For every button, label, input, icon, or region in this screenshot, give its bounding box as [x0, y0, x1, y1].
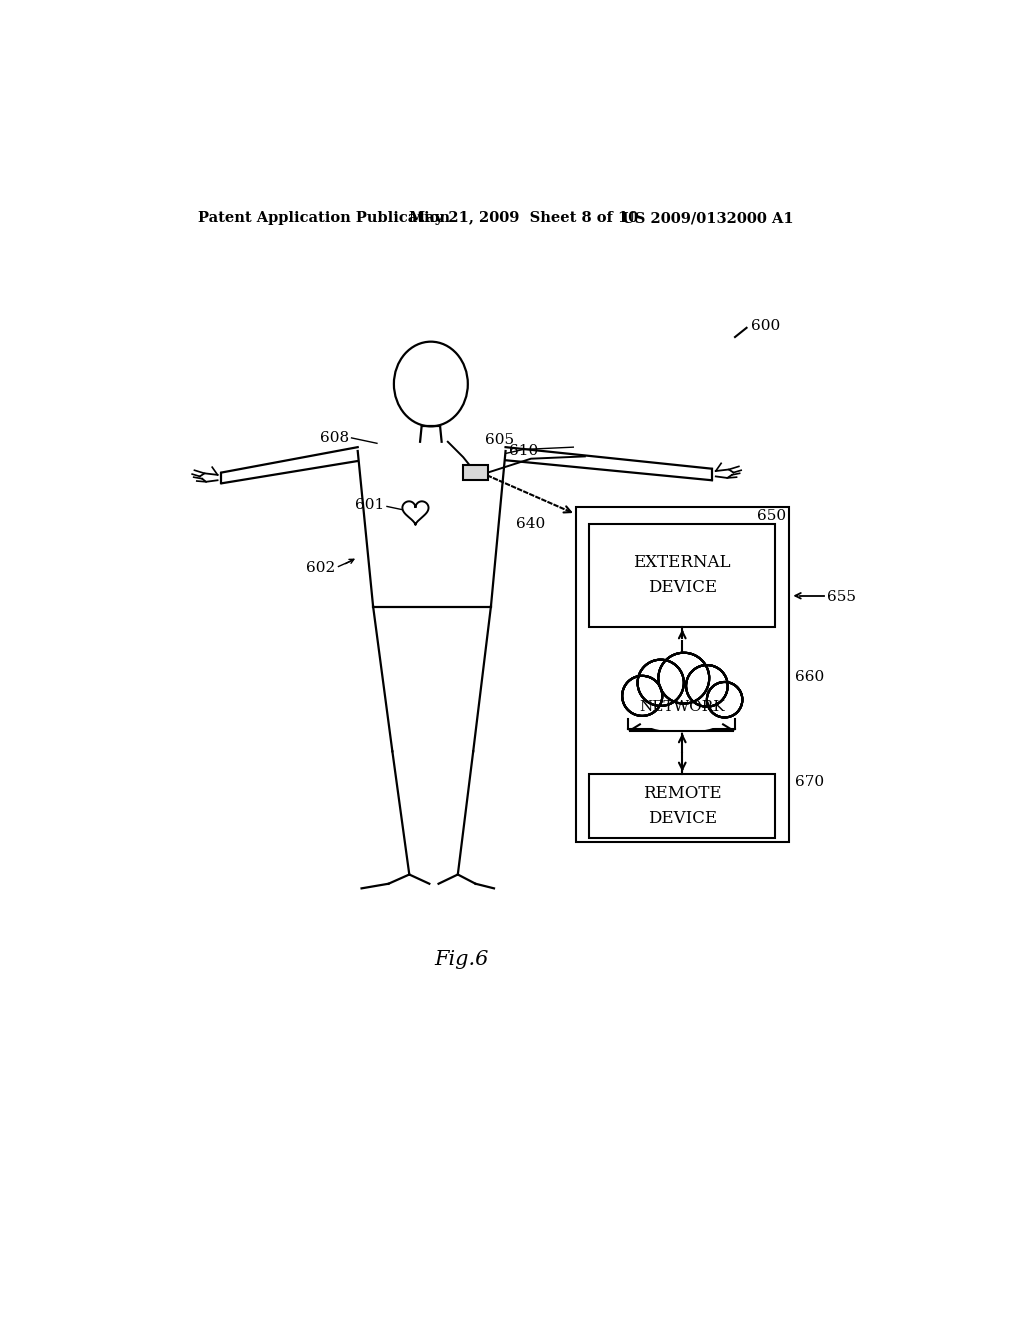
Text: 610: 610 [509, 444, 539, 458]
Circle shape [679, 692, 717, 730]
Text: US 2009/0132000 A1: US 2009/0132000 A1 [622, 211, 794, 226]
Text: 602: 602 [306, 561, 336, 576]
Text: 608: 608 [321, 430, 349, 445]
Circle shape [651, 692, 690, 730]
Text: Patent Application Publication: Patent Application Publication [199, 211, 451, 226]
Text: Fig.6: Fig.6 [434, 949, 488, 969]
Circle shape [623, 676, 663, 715]
Text: 650: 650 [758, 510, 786, 524]
Text: 640: 640 [515, 517, 545, 531]
Text: 601: 601 [355, 498, 385, 512]
Bar [575, 507, 788, 842]
Text: 655: 655 [827, 590, 856, 605]
Circle shape [707, 682, 742, 718]
Circle shape [638, 660, 684, 706]
Bar [463, 465, 487, 480]
Bar [590, 524, 775, 627]
Text: 670: 670 [795, 775, 824, 789]
Text: EXTERNAL
DEVICE: EXTERNAL DEVICE [634, 554, 731, 597]
Ellipse shape [625, 675, 740, 733]
Text: NETWORK: NETWORK [639, 701, 725, 714]
Circle shape [658, 653, 710, 704]
Text: 600: 600 [752, 319, 780, 333]
Text: REMOTE
DEVICE: REMOTE DEVICE [643, 785, 722, 826]
Text: 605: 605 [484, 433, 514, 447]
Ellipse shape [627, 690, 738, 733]
Text: May 21, 2009  Sheet 8 of 10: May 21, 2009 Sheet 8 of 10 [410, 211, 639, 226]
Text: 660: 660 [795, 669, 824, 684]
Bar [590, 775, 775, 838]
Circle shape [686, 665, 728, 706]
